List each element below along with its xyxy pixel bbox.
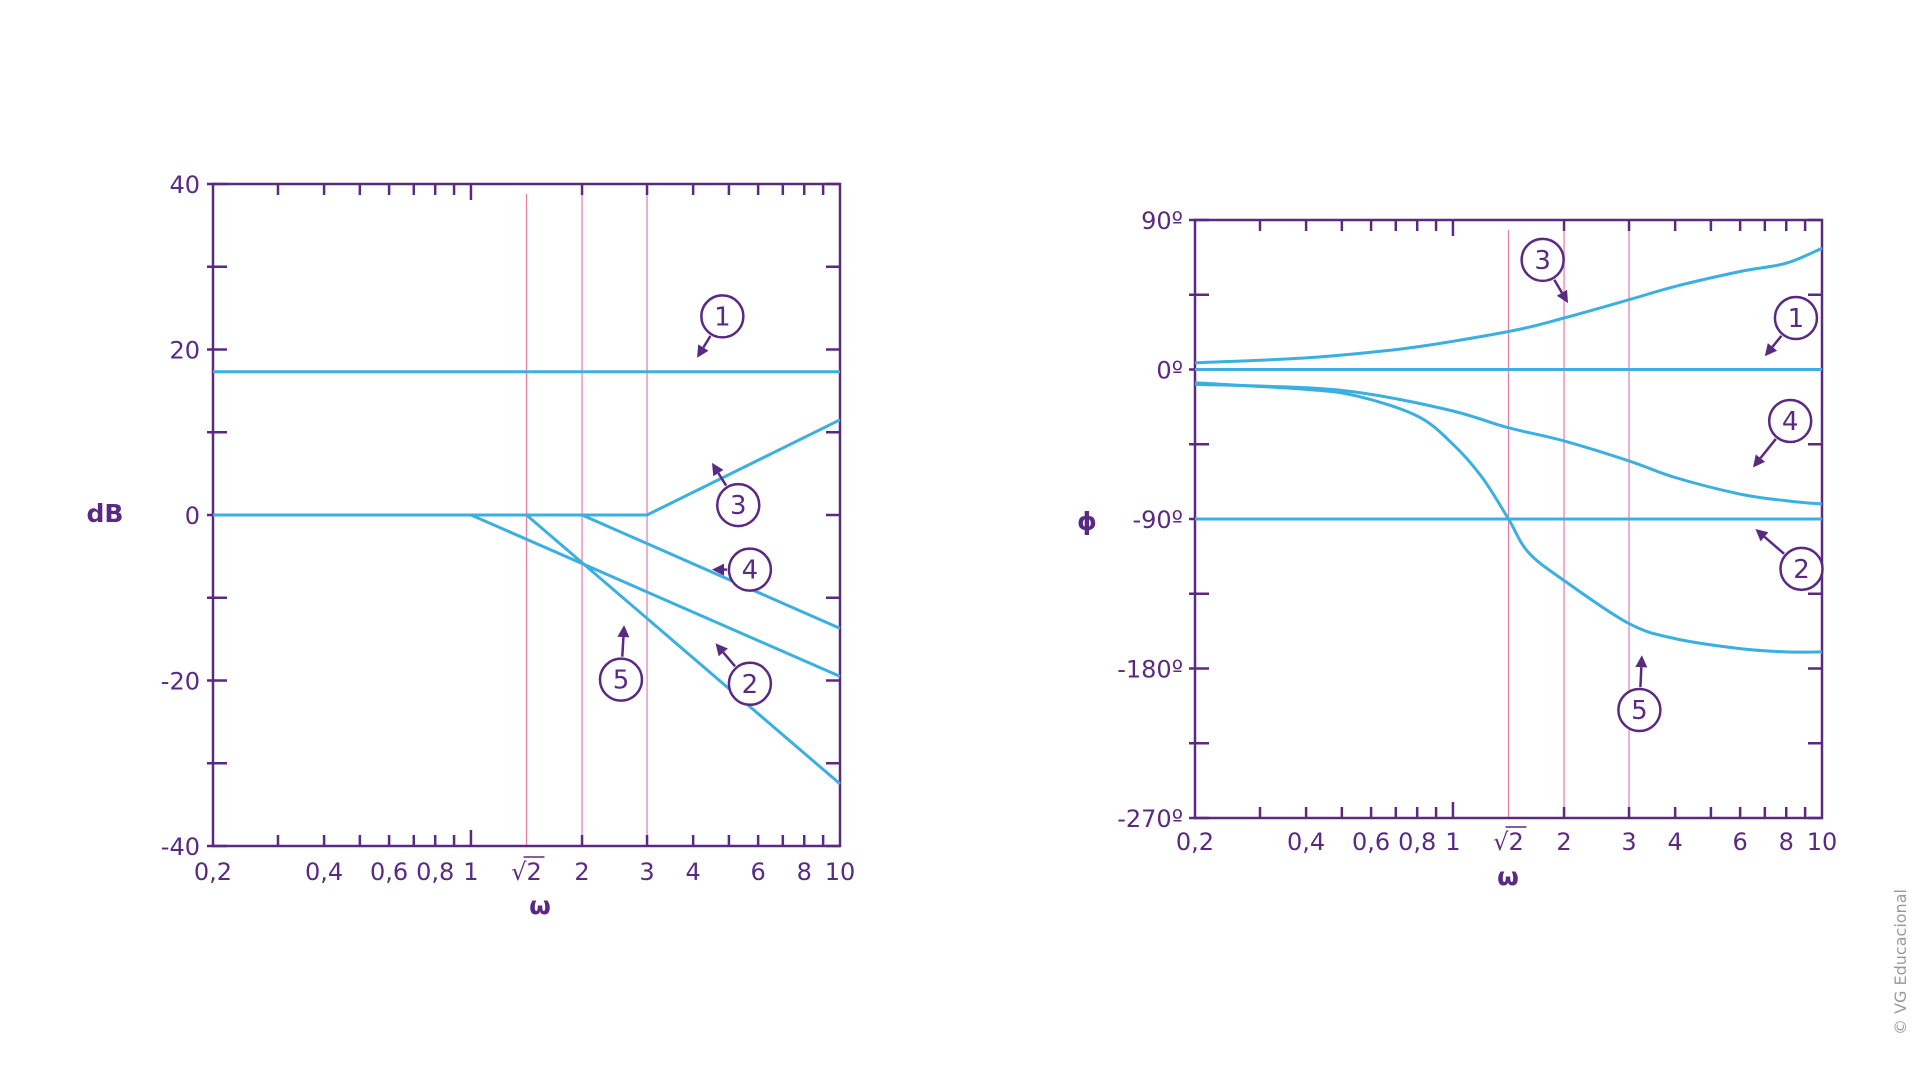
callout-number: 5 bbox=[1631, 696, 1648, 726]
magnitude-chart: 40 20 0 -20 -400,2 0,4 0,6 0,8 1 √2 2 3 4 6 8 10 dB ω 1 3 4 2… bbox=[87, 171, 856, 920]
x-tick-label: 0,4 bbox=[305, 858, 343, 886]
callout-circle bbox=[1617, 687, 1662, 733]
x-tick-label: 10 bbox=[825, 858, 856, 886]
x-tick-label: 1 bbox=[1445, 828, 1460, 856]
callout-circle bbox=[700, 294, 745, 339]
callout-circle bbox=[1779, 546, 1824, 592]
callout-arrow-shaft bbox=[717, 472, 728, 487]
callout-arrow-head bbox=[1755, 529, 1769, 542]
callout-arrow-head bbox=[712, 462, 724, 477]
y-tick-label: 0 bbox=[185, 502, 200, 530]
series-line-3 bbox=[1194, 246, 1823, 365]
callout-number: 4 bbox=[1782, 407, 1799, 437]
x-tick-label: 3 bbox=[639, 858, 654, 886]
x-tick-label: 0,6 bbox=[1352, 828, 1390, 856]
x-tick-label: 0,4 bbox=[1287, 828, 1325, 856]
x-tick-label: 2 bbox=[574, 858, 589, 886]
callout-circle bbox=[727, 661, 773, 707]
callout-circle bbox=[1767, 398, 1813, 444]
y-tick-label: -270º bbox=[1117, 805, 1183, 833]
callout-number: 2 bbox=[1793, 555, 1810, 585]
callout-arrow-head bbox=[1764, 343, 1778, 357]
y-tick-label: -20 bbox=[161, 668, 200, 696]
y-tick-label: -180º bbox=[1117, 656, 1183, 684]
y-tick-label: -90º bbox=[1132, 506, 1183, 534]
x-tick-label: √2 bbox=[511, 858, 542, 886]
callout-arrow-head bbox=[1753, 454, 1766, 468]
x-tick-label: 10 bbox=[1807, 828, 1838, 856]
series-line-5 bbox=[1194, 381, 1823, 654]
credit-text: © VG Educacional bbox=[1891, 889, 1910, 1035]
callout-number: 5 bbox=[613, 666, 630, 696]
series-line-4 bbox=[1194, 382, 1823, 506]
callout-circle bbox=[1773, 295, 1819, 341]
x-axis-title: ω bbox=[529, 891, 551, 920]
x-tick-label: 1 bbox=[463, 858, 478, 886]
x-tick-label: 2 bbox=[1556, 828, 1571, 856]
x-tick-label: 3 bbox=[1621, 828, 1636, 856]
y-axis-title: ϕ bbox=[1077, 507, 1097, 536]
x-tick-label: 8 bbox=[1779, 828, 1794, 856]
y-tick-label: 40 bbox=[169, 171, 200, 199]
callout-number: 3 bbox=[730, 491, 747, 521]
callout-arrow-shaft bbox=[1763, 535, 1785, 555]
y-axis-title: dB bbox=[87, 499, 124, 528]
callout-arrow-shaft bbox=[1771, 335, 1783, 348]
x-tick-label: 0,2 bbox=[1176, 828, 1214, 856]
callout-circle bbox=[727, 547, 773, 592]
callout-arrow-shaft bbox=[1639, 667, 1643, 688]
callout-number: 1 bbox=[714, 302, 731, 332]
y-tick-label: 0º bbox=[1156, 357, 1183, 385]
callout-arrow-head bbox=[697, 344, 709, 358]
x-tick-label: √2 bbox=[1493, 828, 1524, 856]
callout-arrow-head bbox=[712, 563, 724, 576]
callout-number: 3 bbox=[1534, 246, 1551, 276]
x-axis-title: ω bbox=[1497, 862, 1519, 891]
callout-arrow-shaft bbox=[722, 651, 736, 668]
x-tick-label: 0,6 bbox=[370, 858, 408, 886]
callout-arrow-shaft bbox=[702, 335, 712, 349]
callout-number: 1 bbox=[1788, 304, 1805, 334]
x-tick-label: 0,8 bbox=[1398, 828, 1436, 856]
x-tick-label: 8 bbox=[797, 858, 812, 886]
x-tick-label: 6 bbox=[1732, 828, 1747, 856]
callout-arrow-head bbox=[1556, 289, 1568, 304]
y-tick-label: 90º bbox=[1141, 207, 1183, 235]
callout-number: 2 bbox=[742, 670, 759, 700]
callout-arrow-shaft bbox=[1553, 279, 1564, 294]
callout-arrow-shaft bbox=[621, 636, 625, 657]
callout-circle bbox=[715, 482, 761, 528]
callout-number: 4 bbox=[742, 556, 759, 586]
callout-arrow-shaft bbox=[1759, 438, 1777, 459]
callout-circle bbox=[1520, 237, 1565, 283]
y-tick-label: 20 bbox=[169, 337, 200, 365]
x-tick-label: 4 bbox=[1668, 828, 1683, 856]
x-tick-label: 0,2 bbox=[194, 858, 232, 886]
x-tick-label: 6 bbox=[750, 858, 765, 886]
callout-arrow-head bbox=[617, 625, 630, 638]
x-tick-label: 0,8 bbox=[416, 858, 454, 886]
callout-arrow-head bbox=[1635, 655, 1648, 668]
y-tick-label: -40 bbox=[161, 833, 200, 861]
callout-arrow-head bbox=[715, 643, 728, 657]
callout-circle bbox=[598, 657, 644, 702]
x-tick-label: 4 bbox=[686, 858, 701, 886]
